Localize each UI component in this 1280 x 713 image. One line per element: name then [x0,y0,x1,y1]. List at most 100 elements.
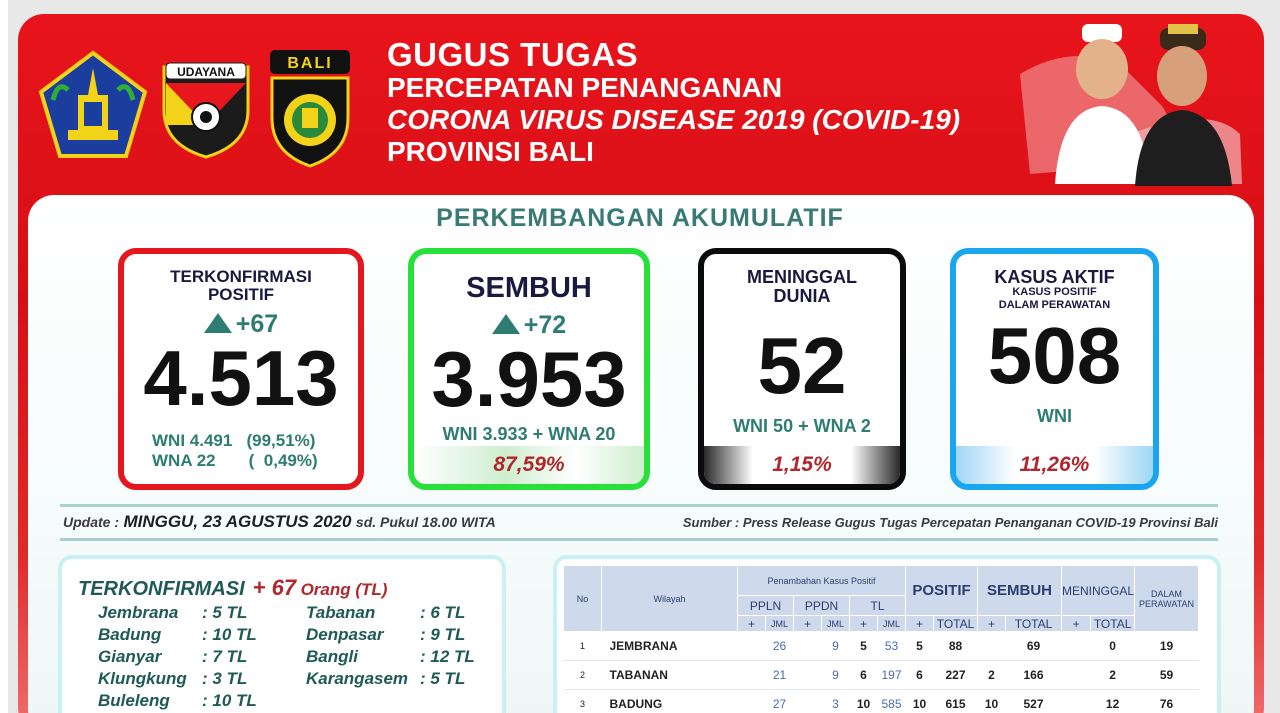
th-plus: + [1060,615,1092,632]
list-item-name: Buleleng [98,691,170,710]
left-edge-stripe [0,0,8,713]
list-item-value: : 9 TL [420,625,466,644]
th-plus: + [793,615,822,632]
th-plus: + [849,615,878,632]
card-positif-head1: TERKONFIRMASI [170,267,312,286]
terkonfirmasi-unit: Orang (TL) [300,580,388,599]
cell-men-plus [1061,689,1091,713]
card-positif-delta-value: +67 [235,310,279,338]
cell-ppln-jml: 21 [765,660,794,690]
list-item-name: Gianyar [98,647,162,666]
list-item-name: Badung [98,625,162,644]
cell-men-plus [1061,660,1091,690]
cell-ppdn-jml: 9 [821,631,850,661]
update-info: Update : MINGGU, 23 AGUSTUS 2020 sd. Puk… [63,512,496,532]
cell-ppdn-plus [793,660,822,690]
card-positif-wna: WNA 22 ( 0,49%) [152,451,318,470]
title-line-2: PERCEPATAN PENANGANAN [387,72,783,103]
card-meninggal-value: 52 [757,321,847,410]
cell-men-total: 2 [1090,660,1135,690]
up-triangle-icon [203,313,232,333]
th-jml: JML [765,615,794,632]
cell-pos-total: 615 [933,689,978,713]
udayana-military-emblem-icon: UDAYANA [160,55,252,159]
card-positif-head2: POSITIF [207,285,275,304]
cell-men-total: 12 [1090,689,1135,713]
card-sembuh-value: 3.953 [431,335,627,423]
list-item-value: : 6 TL [420,603,466,622]
cell-ppln-plus [737,631,766,661]
cell-no: 2 [563,660,602,690]
udayana-logo-text: UDAYANA [177,65,235,79]
card-positif-value: 4.513 [143,334,339,422]
bali-province-emblem-icon [38,50,148,160]
cell-tl-jml: 585 [877,689,906,713]
th-positif: POSITIF [905,565,978,616]
update-label: Update : [63,514,119,530]
cell-wilayah: TABANAN [601,660,738,690]
card-sembuh-delta: +72 [414,311,644,340]
th-meninggal: MENINGGAL [1060,565,1136,616]
cell-pos-plus: 10 [905,689,934,713]
bali-logo-text: BALI [287,55,332,72]
cell-no: 3 [563,689,602,713]
divider-top [60,504,1218,507]
list-item-name: Jembrana [98,603,179,622]
th-jml: JML [821,615,850,632]
cell-tl-plus: 5 [849,631,878,661]
cell-dalam: 76 [1134,689,1199,713]
card-aktif-head1: KASUS AKTIF [994,267,1115,287]
card-positif-delta: +67 [124,310,358,339]
cell-men-total: 0 [1090,631,1135,661]
th-dalam: DALAM [1151,588,1183,599]
update-date: MINGGU, 23 AGUSTUS 2020 [123,512,352,531]
cases-table: No Wilayah Penambahan Kasus Positif POSI… [563,565,1200,713]
list-item-value: : 5 TL [420,669,466,688]
cell-ppdn-plus [793,689,822,713]
th-plus: + [737,615,766,632]
cell-sem-total: 69 [1005,631,1062,661]
cell-ppdn-plus [793,631,822,661]
cell-pos-plus: 6 [905,660,934,690]
card-sembuh-pct: 87,59% [414,446,644,484]
card-aktif-value: 508 [987,311,1122,400]
list-item-name: Bangli [306,647,358,666]
terkonfirmasi-count: + 67 [252,575,297,600]
header-title: GUGUS TUGAS PERCEPATAN PENANGANAN CORONA… [387,38,960,168]
cell-tl-plus: 10 [849,689,878,713]
th-wilayah: Wilayah [601,565,738,632]
card-aktif-pct: 11,26% [956,446,1153,484]
cell-ppln-plus [737,660,766,690]
th-perawatan: PERAWATAN [1139,598,1195,609]
card-meninggal-pct: 1,15% [704,446,900,484]
list-item-name: Denpasar [306,625,384,644]
list-item-value: : 3 TL [202,669,248,688]
card-kasus-aktif: KASUS AKTIF KASUS POSITIF DALAM PERAWATA… [950,248,1159,490]
cell-sem-plus: 2 [977,660,1006,690]
list-item-value: : 12 TL [420,647,475,666]
cell-ppdn-jml: 9 [821,660,850,690]
list-item-value: : 5 TL [202,603,248,622]
cell-ppln-jml: 26 [765,631,794,661]
card-sembuh: SEMBUH +72 3.953 WNI 3.933 + WNA 20 87,5… [408,248,650,490]
terkonfirmasi-label: TERKONFIRMASI [78,578,245,600]
card-aktif-head3: DALAM PERAWATAN [998,299,1111,311]
cell-wilayah: BADUNG [601,689,738,713]
th-total: TOTAL [1005,615,1062,632]
th-plus: + [977,615,1006,632]
title-line-1: GUGUS TUGAS [387,36,639,73]
th-plus: + [905,615,934,632]
cell-men-plus [1061,631,1091,661]
th-ppln: PPLN [737,595,794,616]
cell-no: 1 [563,631,602,661]
card-sembuh-head: SEMBUH [466,272,592,304]
card-meninggal-sub: WNI 50 + WNA 2 [733,416,871,436]
title-line-3: CORONA VIRUS DISEASE 2019 (COVID-19) [387,104,961,135]
card-sembuh-sub: WNI 3.933 + WNA 20 [442,424,616,444]
list-item-value: : 10 TL [202,625,257,644]
terkonfirmasi-breakdown: TERKONFIRMASI + 67 Orang (TL) Jembrana : … [58,555,506,713]
cell-tl-jml: 197 [877,660,906,690]
source-info: Sumber : Press Release Gugus Tugas Perce… [682,515,1218,530]
cell-tl-jml: 53 [877,631,906,661]
list-item-value: : 10 TL [202,691,257,710]
